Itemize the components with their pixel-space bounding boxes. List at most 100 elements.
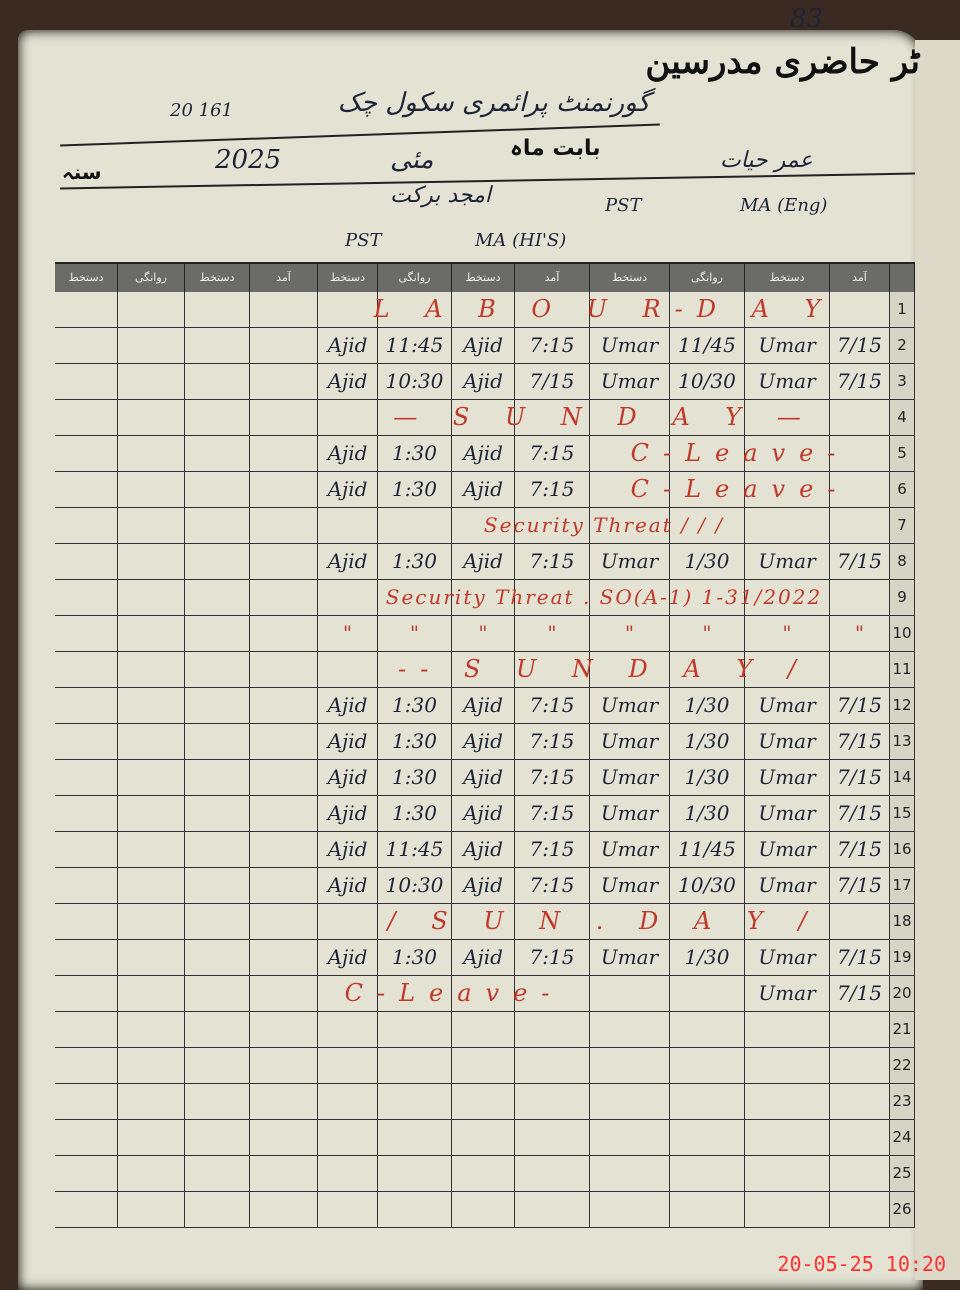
blank-teacher-cell — [55, 580, 118, 615]
attendance-cell: Umar — [590, 832, 670, 867]
row-number: 20 — [890, 976, 915, 1011]
attendance-cell: Umar — [745, 364, 830, 399]
blank-teacher-cell — [250, 976, 318, 1011]
row-number: 1 — [890, 292, 915, 327]
attendance-cell — [318, 292, 378, 327]
attendance-cell — [378, 580, 452, 615]
row-number: 26 — [890, 1192, 915, 1227]
attendance-cell: 1/30 — [670, 544, 745, 579]
red-ink-remark: / S U N . D A Y / — [387, 907, 821, 935]
attendance-cell: 7/15 — [830, 796, 890, 831]
table-row: 9 Security Threat . SO(A-1) 1-31/2022 — [55, 580, 915, 616]
attendance-cell: Ajid — [452, 544, 515, 579]
attendance-cell — [318, 1156, 378, 1191]
attendance-cell — [452, 400, 515, 435]
attendance-cell — [378, 976, 452, 1011]
teacher-qualification-right: MA (Eng) — [740, 195, 828, 216]
row-number: 3 — [890, 364, 915, 399]
blank-teacher-cell — [250, 796, 318, 831]
blank-teacher-cell — [118, 1192, 185, 1227]
blank-teacher-cell — [185, 868, 250, 903]
red-ink-remark: -- S U N D A Y / — [398, 655, 810, 683]
attendance-cell: 7:15 — [515, 796, 590, 831]
table-row: 7 Security Threat / / / — [55, 508, 915, 544]
blank-teacher-cell — [55, 1192, 118, 1227]
blank-teacher-cell — [55, 904, 118, 939]
blank-teacher-cell — [55, 940, 118, 975]
attendance-cell: Umar — [590, 724, 670, 759]
attendance-cell — [452, 904, 515, 939]
row-number: 2 — [890, 328, 915, 363]
attendance-cell — [452, 1012, 515, 1047]
attendance-cell: Ajid — [318, 796, 378, 831]
row-number: 25 — [890, 1156, 915, 1191]
attendance-cell: 7/15 — [830, 724, 890, 759]
attendance-cell: 11:45 — [378, 832, 452, 867]
attendance-cell — [670, 904, 745, 939]
attendance-cell: Umar — [745, 544, 830, 579]
blank-teacher-cell — [250, 940, 318, 975]
row-number: 8 — [890, 544, 915, 579]
attendance-cell: Ajid — [452, 364, 515, 399]
blank-teacher-cell — [118, 1012, 185, 1047]
blank-teacher-cell — [185, 1192, 250, 1227]
blank-teacher-cell — [55, 616, 118, 651]
attendance-cell — [670, 580, 745, 615]
attendance-cell — [452, 1084, 515, 1119]
blank-teacher-cell — [118, 688, 185, 723]
attendance-cell: Ajid — [452, 796, 515, 831]
attendance-cell: 1/30 — [670, 796, 745, 831]
attendance-cell — [590, 1048, 670, 1083]
red-ink-remark: L A B O U R-D A Y — [373, 295, 835, 323]
blank-teacher-cell — [185, 1156, 250, 1191]
attendance-cell — [670, 652, 745, 687]
attendance-cell: 7:15 — [515, 940, 590, 975]
attendance-cell — [452, 1120, 515, 1155]
table-row: Ajid 11:45 Ajid 7:15 Umar 11/45 Umar 7/15 2 — [55, 328, 915, 364]
attendance-cell — [318, 1084, 378, 1119]
attendance-cell — [378, 652, 452, 687]
attendance-cell — [590, 400, 670, 435]
table-row: Ajid 1:30 Ajid 7:15 Umar 1/30 Umar 7/15 15 — [55, 796, 915, 832]
blank-teacher-cell — [55, 760, 118, 795]
blank-teacher-cell — [118, 940, 185, 975]
table-row: 24 — [55, 1120, 915, 1156]
attendance-cell — [378, 1048, 452, 1083]
blank-teacher-cell — [250, 508, 318, 543]
blank-teacher-cell — [118, 1048, 185, 1083]
blank-teacher-cell — [185, 292, 250, 327]
table-row: Ajid 1:30 Ajid 7:15 Umar 1/30 Umar 7/15 12 — [55, 688, 915, 724]
teacher-name-right: عمر حیات — [720, 148, 813, 173]
attendance-cell — [318, 1048, 378, 1083]
attendance-cell — [590, 472, 670, 507]
blank-teacher-cell — [185, 904, 250, 939]
attendance-cell: 7/15 — [830, 364, 890, 399]
blank-teacher-cell — [55, 1156, 118, 1191]
row-number-header — [890, 264, 915, 292]
attendance-cell: " — [590, 616, 670, 651]
attendance-cell — [452, 508, 515, 543]
attendance-cell — [830, 292, 890, 327]
page-number: 83 — [790, 4, 824, 34]
attendance-cell: 7:15 — [515, 328, 590, 363]
attendance-cell: 7:15 — [515, 472, 590, 507]
row-number: 4 — [890, 400, 915, 435]
attendance-cell — [590, 1012, 670, 1047]
attendance-cell — [745, 580, 830, 615]
attendance-cell: 1/30 — [670, 724, 745, 759]
attendance-grid: دستخط روانگی دستخط آمد دستخط روانگی دستخط آمد دس… — [55, 262, 915, 1228]
attendance-cell — [318, 508, 378, 543]
attendance-cell: 7:15 — [515, 724, 590, 759]
blank-teacher-cell — [118, 868, 185, 903]
blank-teacher-cell — [118, 292, 185, 327]
red-ink-remark: — S U N D A Y — — [393, 403, 815, 431]
blank-teacher-cell — [55, 508, 118, 543]
attendance-cell: Umar — [590, 328, 670, 363]
row-number: 22 — [890, 1048, 915, 1083]
column-header: دستخط — [452, 264, 515, 292]
attendance-cell: Umar — [590, 688, 670, 723]
attendance-cell: Umar — [745, 976, 830, 1011]
row-number: 9 — [890, 580, 915, 615]
row-number: 24 — [890, 1120, 915, 1155]
blank-teacher-cell — [185, 796, 250, 831]
